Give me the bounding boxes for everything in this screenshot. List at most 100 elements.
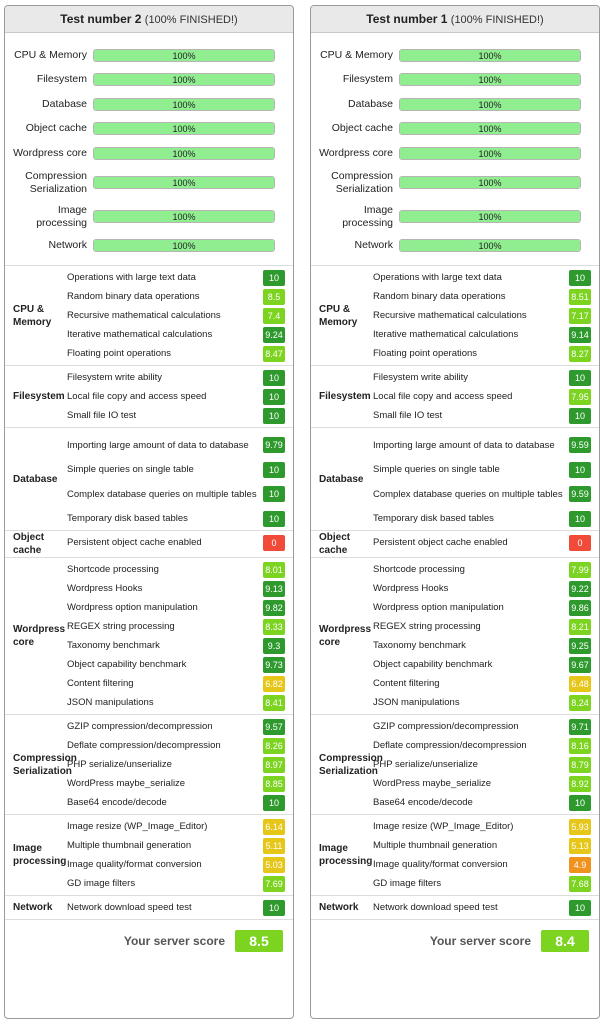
- benchmark-label: Complex database queries on multiple tab…: [373, 488, 563, 500]
- section-items: Network download speed test 10: [67, 896, 293, 919]
- score-badge: 7.95: [569, 388, 591, 405]
- progress-list: CPU & Memory 100% Filesystem 100% Database 10…: [311, 33, 599, 266]
- section-network: Network Network download speed test 10: [5, 896, 293, 920]
- benchmark-row: Base64 encode/decode 10: [67, 793, 293, 812]
- section-items: Filesystem write ability 10 Local file cop…: [67, 366, 293, 427]
- benchmark-row: Local file copy and access speed 10: [67, 387, 293, 406]
- benchmark-row: GZIP compression/decompression 9.71: [373, 717, 599, 736]
- progress-bar: 100%: [93, 122, 275, 136]
- benchmark-label: Importing large amount of data to databa…: [67, 439, 249, 451]
- benchmark-row: Recursive mathematical calculations 7.4: [67, 306, 293, 325]
- section-items: Image resize (WP_Image_Editor) 6.14 Multip…: [67, 815, 293, 895]
- score-badge: 8.21: [569, 618, 591, 635]
- progress-fill: [94, 147, 274, 159]
- progress-value: 100%: [172, 50, 196, 61]
- section-filesystem: Filesystem Filesystem write ability 10 Loca…: [5, 366, 293, 428]
- score-badge: 9.59: [569, 486, 591, 502]
- benchmark-row: Random binary data operations 8.5: [67, 287, 293, 306]
- score-badge: 8.26: [263, 737, 285, 754]
- section-label: Object cache: [319, 532, 351, 556]
- progress-label: CPU & Memory: [14, 48, 87, 61]
- progress-fill: [94, 177, 274, 188]
- progress-fill: [94, 123, 274, 135]
- benchmark-label: Object capability benchmark: [373, 659, 493, 670]
- benchmark-row: Small file IO test 10: [373, 406, 599, 425]
- benchmark-label: Object capability benchmark: [67, 659, 187, 670]
- benchmark-label: Wordpress option manipulation: [373, 602, 504, 613]
- benchmark-label: Network download speed test: [373, 902, 498, 913]
- section-items: Persistent object cache enabled 0: [373, 531, 599, 557]
- section-database: Database Importing large amount of data t…: [5, 428, 293, 531]
- score-badge: 10: [263, 369, 285, 386]
- section-label: Compression Serialization: [319, 752, 383, 777]
- progress-value: 100%: [478, 148, 502, 159]
- score-badge: 10: [263, 269, 285, 286]
- benchmark-label: Simple queries on single table: [373, 464, 500, 475]
- benchmark-label: Wordpress Hooks: [373, 583, 449, 594]
- benchmark-label: Iterative mathematical calculations: [67, 329, 213, 340]
- progress-row-compression-serialization: Compression Serialization 100%: [5, 166, 293, 200]
- benchmark-row: Image resize (WP_Image_Editor) 5.93: [373, 817, 599, 836]
- score-badge: 8.24: [569, 694, 591, 711]
- score-badge: 7.4: [263, 307, 285, 324]
- benchmark-label: Temporary disk based tables: [373, 513, 494, 524]
- benchmark-label: Importing large amount of data to databa…: [373, 439, 555, 451]
- benchmark-label: WordPress maybe_serialize: [67, 778, 186, 789]
- benchmark-row: WordPress maybe_serialize 8.85: [67, 774, 293, 793]
- progress-fill: [400, 49, 580, 61]
- score-badge: 9.22: [569, 580, 591, 597]
- benchmark-row: Network download speed test 10: [373, 898, 599, 917]
- progress-row-network: Network 100%: [311, 234, 599, 259]
- benchmark-row: Multiple thumbnail generation 5.13: [373, 836, 599, 855]
- score-badge: 8.16: [569, 737, 591, 754]
- progress-label: Compression Serialization: [331, 169, 393, 195]
- score-badge: 8.51: [569, 288, 591, 305]
- score-badge: 9.79: [263, 437, 285, 453]
- benchmark-label: Complex database queries on multiple tab…: [67, 488, 257, 500]
- test-title: Test number 2: [60, 12, 142, 26]
- score-badge: 9.86: [569, 599, 591, 616]
- section-label: Filesystem: [319, 391, 371, 402]
- benchmark-row: Content filtering 6.82: [67, 674, 293, 693]
- score-badge: 6.14: [263, 818, 285, 835]
- section-label: Database: [13, 473, 58, 485]
- section-label: Network: [13, 902, 53, 913]
- benchmark-label: Persistent object cache enabled: [373, 537, 508, 548]
- benchmark-label: Temporary disk based tables: [67, 513, 188, 524]
- section-items: Operations with large text data 10 Random …: [67, 266, 293, 365]
- score-badge: 8.33: [263, 618, 285, 635]
- benchmark-label: Shortcode processing: [67, 564, 159, 575]
- benchmark-row: JSON manipulations 8.41: [67, 693, 293, 712]
- test-title: Test number 1: [366, 12, 448, 26]
- progress-bar: 100%: [399, 239, 581, 253]
- progress-bar: 100%: [399, 122, 581, 136]
- benchmark-row: Taxonomy benchmark 9.25: [373, 636, 599, 655]
- progress-label: CPU & Memory: [320, 48, 393, 61]
- score-badge: 6.82: [263, 675, 285, 692]
- benchmark-label: Image quality/format conversion: [67, 859, 202, 870]
- progress-fill: [94, 240, 274, 252]
- section-items: Persistent object cache enabled 0: [67, 531, 293, 557]
- progress-fill: [94, 98, 274, 110]
- benchmark-label: Multiple thumbnail generation: [373, 840, 498, 851]
- section-cpu-memory: CPU & Memory Operations with large text d…: [311, 266, 599, 366]
- benchmark-row: Floating point operations 8.47: [67, 344, 293, 363]
- score-badge: 7.17: [569, 307, 591, 324]
- progress-row-object-cache: Object cache 100%: [5, 117, 293, 142]
- benchmark-row: Temporary disk based tables 10: [373, 509, 599, 528]
- progress-value: 100%: [478, 75, 502, 86]
- benchmark-row: Filesystem write ability 10: [373, 368, 599, 387]
- benchmark-label: Simple queries on single table: [67, 464, 194, 475]
- score-badge: 6.48: [569, 675, 591, 692]
- server-score-badge: 8.4: [541, 930, 589, 952]
- benchmark-label: Floating point operations: [373, 348, 478, 359]
- score-badge: 9.82: [263, 599, 285, 616]
- benchmark-row: Wordpress Hooks 9.22: [373, 579, 599, 598]
- score-badge: 10: [263, 510, 285, 527]
- score-badge: 10: [569, 794, 591, 811]
- benchmark-row: Content filtering 6.48: [373, 674, 599, 693]
- progress-list: CPU & Memory 100% Filesystem 100% Database 10…: [5, 33, 293, 266]
- progress-bar: 100%: [93, 210, 275, 223]
- benchmark-row: GZIP compression/decompression 9.57: [67, 717, 293, 736]
- benchmark-row: Local file copy and access speed 7.95: [373, 387, 599, 406]
